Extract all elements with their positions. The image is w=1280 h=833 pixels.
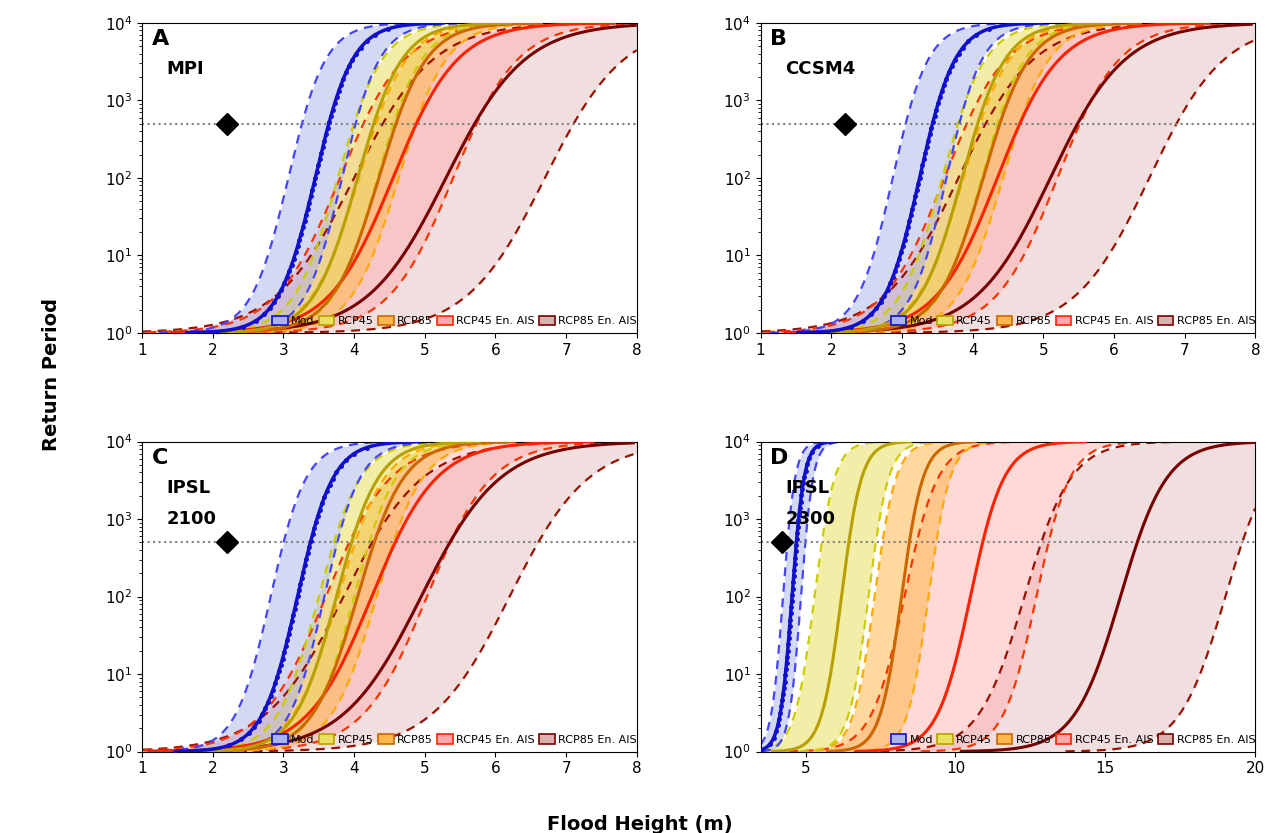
- Text: Return Period: Return Period: [42, 298, 60, 451]
- Text: IPSL: IPSL: [786, 479, 829, 496]
- Legend: Mod, RCP45, RCP85, RCP45 En. AIS, RCP85 En. AIS: Mod, RCP45, RCP85, RCP45 En. AIS, RCP85 …: [268, 730, 641, 749]
- Text: B: B: [771, 29, 787, 49]
- Text: 2100: 2100: [166, 510, 216, 528]
- Legend: Mod, RCP45, RCP85, RCP45 En. AIS, RCP85 En. AIS: Mod, RCP45, RCP85, RCP45 En. AIS, RCP85 …: [268, 312, 641, 331]
- Legend: Mod, RCP45, RCP85, RCP45 En. AIS, RCP85 En. AIS: Mod, RCP45, RCP85, RCP45 En. AIS, RCP85 …: [886, 730, 1260, 749]
- Legend: Mod, RCP45, RCP85, RCP45 En. AIS, RCP85 En. AIS: Mod, RCP45, RCP85, RCP45 En. AIS, RCP85 …: [886, 312, 1260, 331]
- Text: 2300: 2300: [786, 510, 836, 528]
- Text: D: D: [771, 447, 788, 467]
- Text: C: C: [152, 447, 168, 467]
- Text: A: A: [152, 29, 169, 49]
- Text: IPSL: IPSL: [166, 479, 211, 496]
- Text: MPI: MPI: [166, 60, 205, 78]
- Text: Flood Height (m): Flood Height (m): [547, 816, 733, 833]
- Text: CCSM4: CCSM4: [786, 60, 855, 78]
